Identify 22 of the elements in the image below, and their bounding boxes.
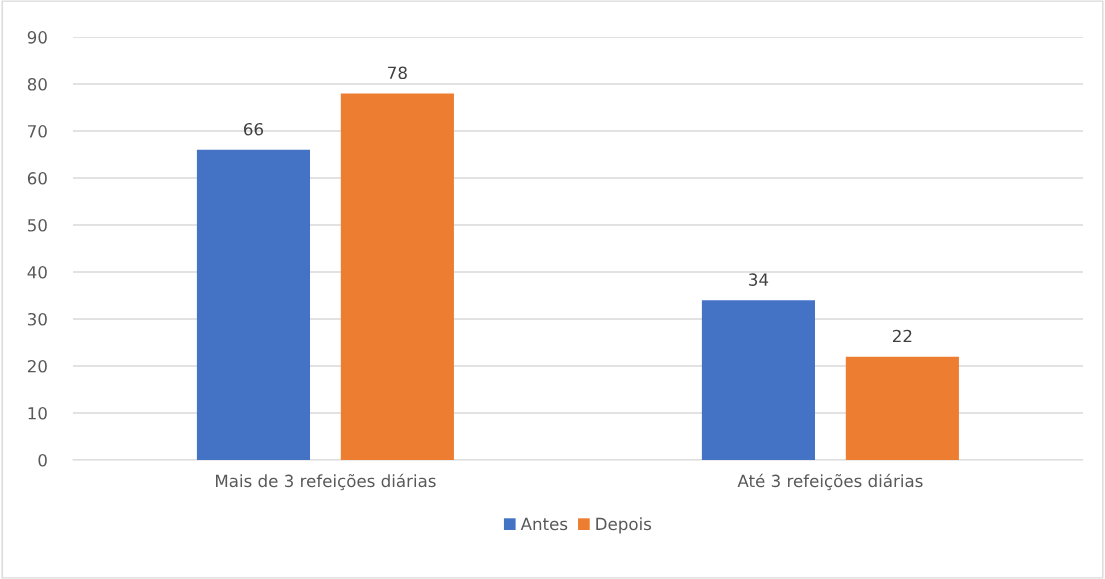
x-tick-label: Mais de 3 refeições diárias bbox=[216, 473, 436, 491]
y-tick-label: 60 bbox=[27, 172, 47, 185]
y-tick-label: 30 bbox=[27, 312, 47, 326]
y-tick-label: 0 bbox=[38, 453, 47, 467]
data-label: 78 bbox=[388, 66, 407, 80]
bar bbox=[845, 356, 959, 461]
y-tick-label: 20 bbox=[27, 359, 47, 373]
y-tick-label: 70 bbox=[28, 125, 47, 138]
data-label: 22 bbox=[892, 329, 912, 343]
y-tick-label: 10 bbox=[28, 406, 47, 420]
y-tick-label: 40 bbox=[27, 266, 47, 279]
bar bbox=[340, 93, 454, 461]
legend-label: Antes bbox=[520, 517, 568, 531]
x-tick-label: Até 3 refeições diárias bbox=[737, 473, 923, 491]
bar bbox=[701, 300, 816, 461]
y-tick-label: 50 bbox=[28, 219, 47, 232]
y-tick-label: 90 bbox=[27, 31, 47, 44]
y-tick-label: 80 bbox=[27, 78, 47, 91]
data-label: 34 bbox=[749, 273, 769, 286]
legend-label: Depois bbox=[596, 517, 652, 534]
bar bbox=[196, 149, 311, 461]
data-label: 66 bbox=[244, 122, 264, 136]
